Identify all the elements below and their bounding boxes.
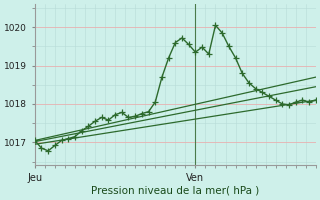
X-axis label: Pression niveau de la mer( hPa ): Pression niveau de la mer( hPa ) (91, 186, 260, 196)
